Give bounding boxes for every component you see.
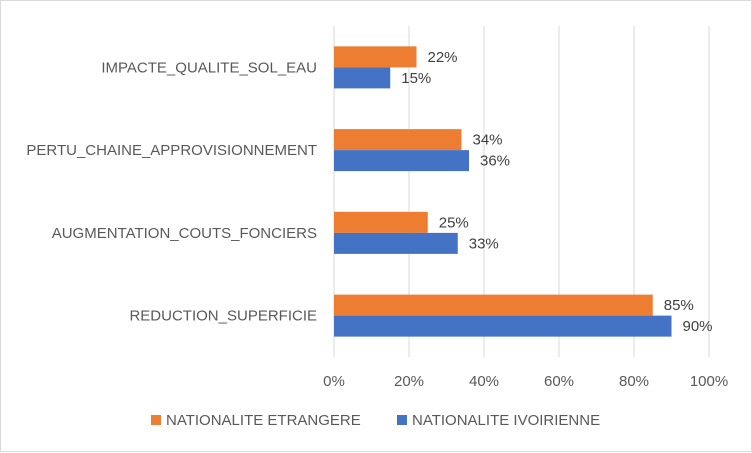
legend-swatch bbox=[397, 415, 407, 425]
data-label: 22% bbox=[428, 49, 458, 66]
bar bbox=[334, 211, 428, 233]
legend-label: NATIONALITE IVOIRIENNE bbox=[412, 412, 600, 429]
x-tick-label: 20% bbox=[394, 373, 424, 390]
category-label: PERTU_CHAINE_APPROVISIONNEMENT bbox=[26, 142, 317, 159]
category-label: IMPACTE_QUALITE_SOL_EAU bbox=[101, 59, 317, 76]
category-label: REDUCTION_SUPERFICIE bbox=[129, 308, 317, 325]
legend-label: NATIONALITE ETRANGERE bbox=[166, 412, 361, 429]
bar bbox=[334, 67, 391, 89]
bar bbox=[334, 129, 462, 151]
x-tick-label: 60% bbox=[544, 373, 574, 390]
x-tick-label: 40% bbox=[469, 373, 499, 390]
data-label: 25% bbox=[439, 214, 469, 231]
category-label: AUGMENTATION_COUTS_FONCIERS bbox=[52, 225, 317, 242]
data-label: 90% bbox=[683, 318, 713, 335]
bar bbox=[334, 315, 672, 337]
bar bbox=[334, 46, 417, 68]
data-label: 36% bbox=[480, 153, 510, 170]
data-label: 34% bbox=[473, 132, 503, 149]
data-label: 33% bbox=[469, 235, 499, 252]
x-tick-label: 80% bbox=[619, 373, 649, 390]
legend-swatch bbox=[151, 415, 161, 425]
data-label: 15% bbox=[401, 70, 431, 87]
x-tick-label: 0% bbox=[323, 373, 345, 390]
bar bbox=[334, 232, 458, 254]
bar bbox=[334, 294, 653, 316]
x-tick-label: 100% bbox=[690, 373, 728, 390]
bar bbox=[334, 150, 469, 172]
data-label: 85% bbox=[664, 297, 694, 314]
